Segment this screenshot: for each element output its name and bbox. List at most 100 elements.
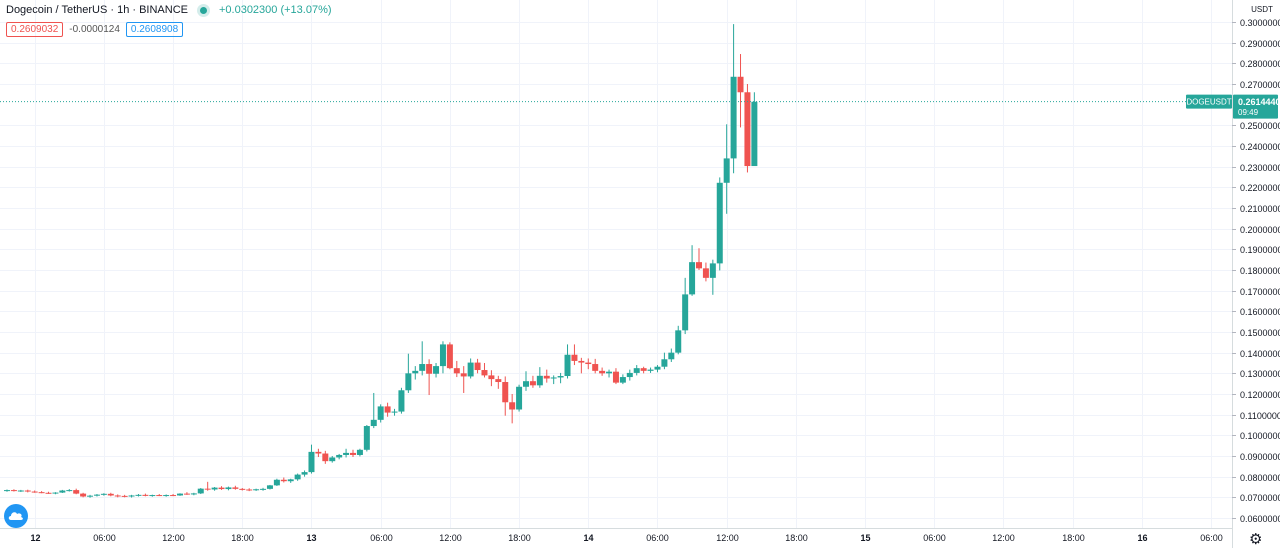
candle xyxy=(377,404,384,423)
candle xyxy=(308,444,315,474)
candle xyxy=(626,369,633,381)
candle xyxy=(481,363,488,378)
candle xyxy=(557,372,564,384)
tradingview-logo-icon[interactable] xyxy=(4,504,28,528)
candle xyxy=(523,371,529,391)
candle-body xyxy=(190,493,197,495)
candle xyxy=(301,470,308,477)
candle-body xyxy=(633,368,640,373)
candle xyxy=(647,367,654,373)
candle xyxy=(10,489,17,492)
price-tag-value: 0.2614440 xyxy=(1238,97,1280,107)
candle-body xyxy=(170,495,177,497)
candle-body xyxy=(696,262,702,269)
candle xyxy=(114,494,121,498)
candle-body xyxy=(87,495,94,497)
price-tick-label: 0.1300000 xyxy=(1240,369,1280,379)
candle-body xyxy=(716,182,723,264)
candle-body xyxy=(45,492,52,494)
candle xyxy=(550,375,557,385)
candle-body xyxy=(204,488,211,490)
market-status-icon xyxy=(199,6,207,14)
candle xyxy=(100,493,107,496)
currency-label: USDT xyxy=(1251,5,1273,14)
candle-body xyxy=(24,490,31,492)
time-tick-label: 12:00 xyxy=(992,533,1015,543)
price-tick-label: 0.1700000 xyxy=(1240,287,1280,297)
price-tick-label: 0.2100000 xyxy=(1240,204,1280,214)
candle-body xyxy=(599,370,606,374)
candle xyxy=(571,344,578,366)
candle-body xyxy=(218,487,225,490)
time-tick-label: 14 xyxy=(583,533,593,543)
candle xyxy=(529,375,536,388)
candle-body xyxy=(80,493,87,497)
candle xyxy=(343,448,350,458)
time-axis[interactable]: 12 06:00 12:00 18:00 13 06:00 12:00 18:00 14 06:0… xyxy=(0,528,1280,544)
candle xyxy=(467,358,474,379)
candle-body xyxy=(336,454,343,458)
candle-body xyxy=(100,493,107,495)
candle-body xyxy=(446,344,453,369)
candle xyxy=(315,448,322,458)
candle xyxy=(502,376,509,416)
candle xyxy=(128,494,135,498)
candle-body xyxy=(523,381,529,387)
price-tick-label: 0.0700000 xyxy=(1240,493,1280,503)
candle-body xyxy=(142,494,149,496)
cloud-icon xyxy=(8,512,23,520)
price-tick-label: 0.1100000 xyxy=(1240,411,1280,421)
candle-body xyxy=(467,362,474,377)
buy-price-button[interactable]: 0.2608908 xyxy=(125,22,184,37)
candle xyxy=(87,494,94,498)
candle xyxy=(578,357,585,374)
price-tick-label: 0.1800000 xyxy=(1240,266,1280,276)
candle xyxy=(107,492,114,497)
candle xyxy=(495,375,502,389)
candle-body xyxy=(135,494,142,496)
candle-body xyxy=(370,419,377,427)
candle xyxy=(280,477,287,483)
candle xyxy=(350,449,356,458)
price-tick-label: 0.1900000 xyxy=(1240,245,1280,255)
candle-body xyxy=(225,487,232,490)
time-tick-label: 06:00 xyxy=(923,533,946,543)
candle xyxy=(640,366,647,374)
candle-body xyxy=(619,377,626,383)
price-tick-label: 0.1500000 xyxy=(1240,328,1280,338)
candle xyxy=(723,124,730,214)
candle xyxy=(737,54,744,128)
candle xyxy=(135,494,142,497)
price-tick-label: 0.0900000 xyxy=(1240,452,1280,462)
candles xyxy=(4,24,758,498)
candle-body xyxy=(723,158,730,183)
candle-body xyxy=(564,354,571,377)
candle xyxy=(52,492,59,495)
candle xyxy=(273,478,280,486)
time-tick-label: 12:00 xyxy=(716,533,739,543)
candle-body xyxy=(647,369,654,371)
candle xyxy=(612,368,619,385)
gear-icon[interactable]: ⚙ xyxy=(1249,531,1263,548)
price-tick-label: 0.2700000 xyxy=(1240,80,1280,90)
price-tick-label: 0.2800000 xyxy=(1240,59,1280,69)
candle-body xyxy=(239,488,246,490)
candle xyxy=(336,453,343,460)
candle xyxy=(412,366,419,380)
symbol-title[interactable]: Dogecoin / TetherUS · 1h · BINANCE xyxy=(6,4,188,16)
time-tick-label: 06:00 xyxy=(370,533,393,543)
candle-body xyxy=(17,490,24,492)
candle-body xyxy=(350,452,356,455)
sell-price-button[interactable]: 0.2609032 xyxy=(6,22,64,37)
candle xyxy=(751,92,758,167)
candle-body xyxy=(183,493,190,495)
price-tick-label: 0.1000000 xyxy=(1240,431,1280,441)
price-axis[interactable]: 0.0600000 0.0700000 0.0800000 0.0900000 0.10… xyxy=(1232,0,1280,548)
candle xyxy=(156,494,163,497)
symbol-tag-box xyxy=(1186,94,1232,109)
candle-body xyxy=(578,360,585,363)
candle xyxy=(516,384,523,412)
candle-body xyxy=(384,406,391,413)
candle-body xyxy=(301,472,308,475)
